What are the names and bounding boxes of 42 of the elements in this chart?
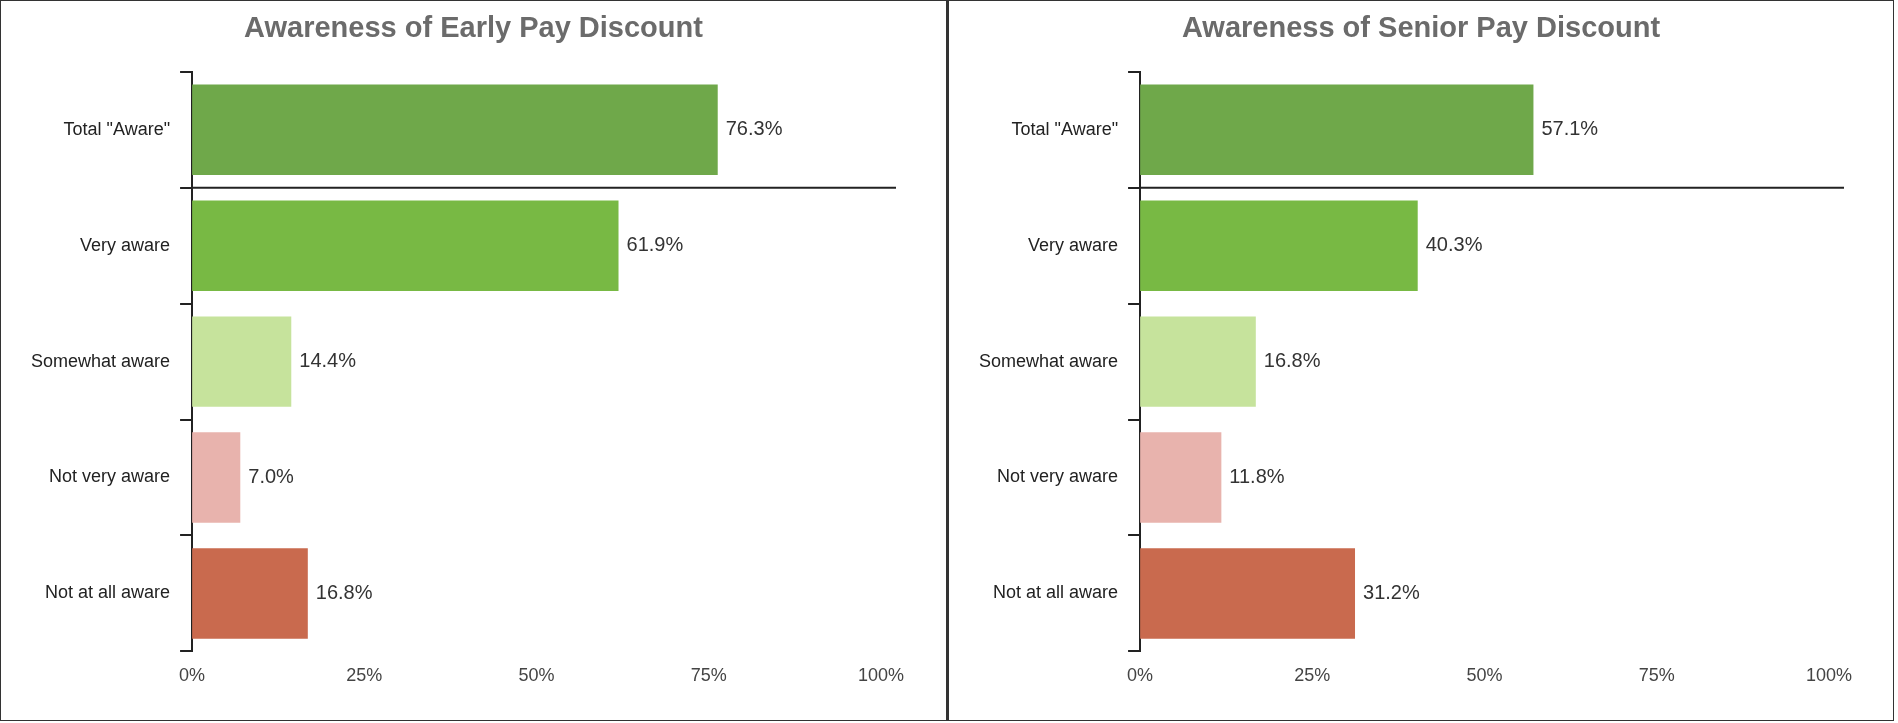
chart-title: Awareness of Early Pay Discount bbox=[243, 11, 704, 45]
x-tick-label: 50% bbox=[518, 665, 555, 686]
x-tick-label: 0% bbox=[179, 665, 206, 686]
y-tick-label: Total "Aware" bbox=[1011, 118, 1119, 139]
data-label: 16.8% bbox=[315, 580, 373, 603]
x-tick-label: 75% bbox=[690, 665, 727, 686]
data-label: 14.4% bbox=[299, 349, 357, 372]
bar bbox=[192, 84, 718, 175]
x-tick-label: 100% bbox=[857, 665, 905, 686]
x-tick-label: 50% bbox=[1466, 665, 1503, 686]
x-tick-label: 75% bbox=[1638, 665, 1675, 686]
data-label: 57.1% bbox=[1541, 117, 1599, 140]
bar bbox=[1140, 316, 1256, 407]
data-label: 31.2% bbox=[1363, 580, 1420, 603]
bar bbox=[1140, 84, 1534, 175]
y-tick-label: Very aware bbox=[80, 234, 171, 255]
x-tick-label: 100% bbox=[1805, 665, 1853, 686]
x-tick-label: 0% bbox=[1127, 665, 1154, 686]
data-label: 16.8% bbox=[1263, 349, 1321, 372]
y-tick-label: Not at all aware bbox=[993, 582, 1119, 603]
x-tick-label: 25% bbox=[1294, 665, 1331, 686]
data-label: 61.9% bbox=[626, 233, 684, 256]
y-tick-label: Somewhat aware bbox=[978, 350, 1119, 371]
y-tick-label: Not at all aware bbox=[45, 582, 171, 603]
data-label: 40.3% bbox=[1425, 233, 1483, 256]
bar bbox=[192, 316, 292, 407]
bar bbox=[192, 432, 241, 523]
data-label: 11.8% bbox=[1229, 465, 1285, 488]
data-label: 76.3% bbox=[725, 117, 783, 140]
y-tick-label: Total "Aware" bbox=[63, 118, 171, 139]
chart-title: Awareness of Senior Pay Discount bbox=[1180, 11, 1662, 45]
bar bbox=[192, 200, 619, 291]
y-tick-label: Somewhat aware bbox=[30, 350, 171, 371]
y-tick-label: Not very aware bbox=[49, 466, 171, 487]
bar bbox=[1140, 548, 1356, 639]
bar bbox=[192, 548, 308, 639]
y-tick-label: Not very aware bbox=[997, 466, 1119, 487]
data-label: 7.0% bbox=[248, 465, 295, 488]
bar bbox=[1140, 200, 1418, 291]
y-tick-label: Very aware bbox=[1028, 234, 1119, 255]
x-tick-label: 25% bbox=[346, 665, 383, 686]
bar bbox=[1140, 432, 1222, 523]
